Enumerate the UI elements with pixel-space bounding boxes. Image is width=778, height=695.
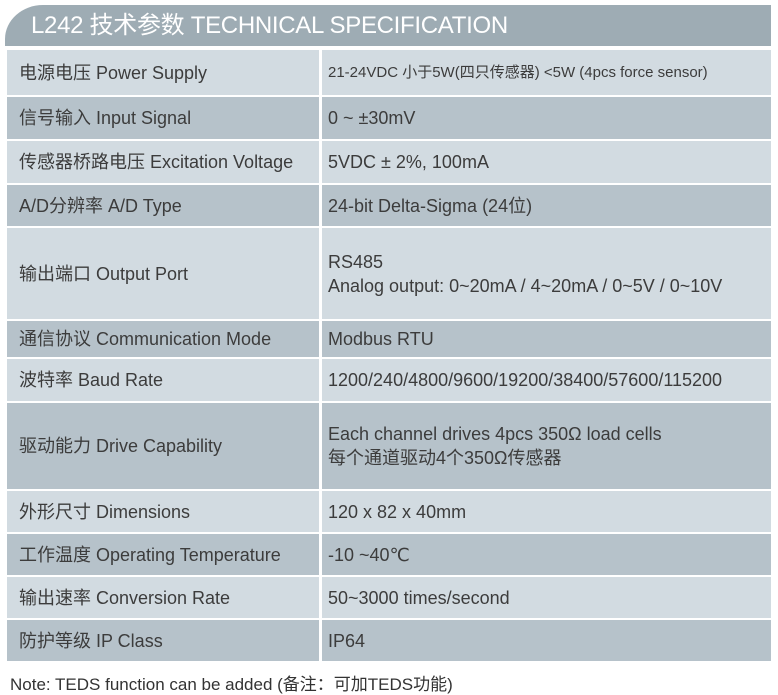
table-row: 输出端口 Output Port RS485 Analog output: 0~20… (7, 228, 771, 319)
spec-value: IP64 (322, 620, 771, 661)
spec-value: 5VDC ± 2%, 100mA (322, 141, 771, 183)
spec-label: 传感器桥路电压 Excitation Voltage (7, 141, 319, 183)
table-row: 驱动能力 Drive Capability Each channel drives… (7, 403, 771, 489)
spec-label: 信号输入 Input Signal (7, 97, 319, 139)
table-row: A/D分辨率 A/D Type 24-bit Delta-Sigma (24位) (7, 185, 771, 226)
spec-label: 防护等级 IP Class (7, 620, 319, 661)
spec-value: -10 ~40℃ (322, 534, 771, 575)
spec-value-line: Analog output: 0~20mA / 4~20mA / 0~5V / … (328, 275, 723, 296)
spec-label: 外形尺寸 Dimensions (7, 491, 319, 532)
table-row: 信号输入 Input Signal 0 ~ ±30mV (7, 97, 771, 139)
spec-value-line: -10 ~40℃ (328, 544, 410, 565)
spec-value: 0 ~ ±30mV (322, 97, 771, 139)
spec-value-line: IP64 (328, 630, 366, 651)
spec-value-line: 1200/240/4800/9600/19200/38400/57600/115… (328, 370, 723, 390)
spec-value-line: 50~3000 times/second (328, 587, 510, 608)
spec-value: Each channel drives 4pcs 350Ω load cells… (322, 403, 771, 489)
spec-value-line: 24-bit Delta-Sigma (24位) (328, 195, 533, 216)
spec-value-line: 0 ~ ±30mV (328, 108, 416, 128)
spec-label: 输出速率 Conversion Rate (7, 577, 319, 618)
table-row: 电源电压 Power Supply 21-24VDC 小于5W(四只传感器) <5… (7, 50, 771, 95)
spec-label: 工作温度 Operating Temperature (7, 534, 319, 575)
spec-value: 120 x 82 x 40mm (322, 491, 771, 532)
spec-value: 50~3000 times/second (322, 577, 771, 618)
note: Note: TEDS function can be added (备注：可加T… (10, 675, 453, 694)
spec-title: L242 技术参数 TECHNICAL SPECIFICATION (5, 5, 771, 46)
spec-value: 24-bit Delta-Sigma (24位) (322, 185, 771, 226)
spec-label: 输出端口 Output Port (7, 228, 319, 319)
table-row: 防护等级 IP Class IP64 (7, 620, 771, 661)
table-row: 工作温度 Operating Temperature -10 ~40℃ (7, 534, 771, 575)
spec-label: 电源电压 Power Supply (7, 50, 319, 95)
table-row: 输出速率 Conversion Rate 50~3000 times/second (7, 577, 771, 618)
spec-label: 驱动能力 Drive Capability (7, 403, 319, 489)
spec-value-line: Modbus RTU (328, 329, 434, 349)
spec-table: 电源电压 Power Supply 21-24VDC 小于5W(四只传感器) <5… (7, 50, 771, 663)
spec-label: A/D分辨率 A/D Type (7, 185, 319, 226)
spec-value-line: 21-24VDC 小于5W(四只传感器) <5W (4pcs force sen… (328, 63, 708, 81)
table-row: 波特率 Baud Rate 1200/240/4800/9600/19200/38… (7, 359, 771, 401)
spec-value: Modbus RTU (322, 321, 771, 357)
table-row: 外形尺寸 Dimensions 120 x 82 x 40mm (7, 491, 771, 532)
spec-label: 波特率 Baud Rate (7, 359, 319, 401)
spec-value-line: 每个通道驱动4个350Ω传感器 (328, 448, 562, 468)
spec-value: 1200/240/4800/9600/19200/38400/57600/115… (322, 359, 771, 401)
table-row: 通信协议 Communication Mode Modbus RTU (7, 321, 771, 357)
spec-value-line: 120 x 82 x 40mm (328, 501, 467, 522)
spec-value-line: RS485 (328, 251, 384, 272)
spec-value: 21-24VDC 小于5W(四只传感器) <5W (4pcs force sen… (322, 50, 771, 95)
spec-label: 通信协议 Communication Mode (7, 321, 319, 357)
table-row: 传感器桥路电压 Excitation Voltage 5VDC ± 2%, 100… (7, 141, 771, 183)
spec-value: RS485 Analog output: 0~20mA / 4~20mA / 0~… (322, 228, 771, 319)
spec-value-line: 5VDC ± 2%, 100mA (328, 152, 489, 172)
spec-value-line: Each channel drives 4pcs 350Ω load cells (328, 424, 662, 444)
